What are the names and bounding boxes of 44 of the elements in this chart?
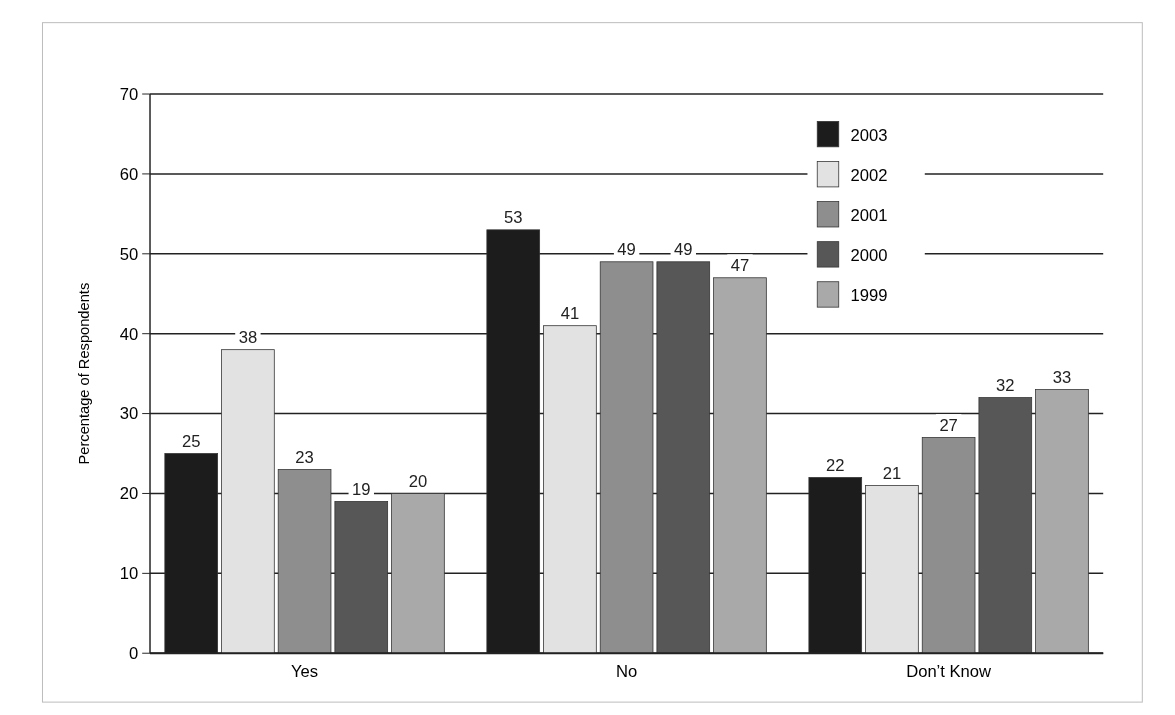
y-tick-label: 30 xyxy=(119,404,139,424)
legend-label: 1999 xyxy=(850,286,888,306)
y-tick-label: 20 xyxy=(119,484,139,504)
x-tick-label: No xyxy=(615,661,638,681)
data-label: 33 xyxy=(1052,367,1072,387)
legend-label: 2003 xyxy=(850,125,888,145)
data-label: 25 xyxy=(181,431,201,451)
data-label: 19 xyxy=(352,479,371,499)
data-label: 49 xyxy=(617,239,636,259)
bar xyxy=(656,261,711,654)
bar xyxy=(221,349,275,654)
data-label: 49 xyxy=(674,239,693,259)
y-tick-label: 40 xyxy=(119,324,139,344)
data-label: 22 xyxy=(826,455,845,475)
bar xyxy=(599,261,654,654)
x-tick-label: Yes xyxy=(291,661,319,681)
data-label: 41 xyxy=(560,303,580,323)
x-tick-label: Don’t Know xyxy=(906,661,993,681)
data-label: 23 xyxy=(295,447,314,467)
bar xyxy=(391,493,445,654)
data-label: 32 xyxy=(996,375,1015,395)
y-tick-label: 10 xyxy=(119,564,139,584)
y-tick-label: 60 xyxy=(119,164,139,184)
bar xyxy=(978,397,1033,654)
bar xyxy=(334,501,389,654)
y-tick-label: 70 xyxy=(119,84,139,104)
data-label: 47 xyxy=(730,255,750,275)
bar xyxy=(543,325,597,654)
y-tick-label: 0 xyxy=(129,644,139,664)
bar xyxy=(713,277,767,654)
y-axis-title: Percentage of Respondents xyxy=(76,282,93,465)
bar xyxy=(1035,389,1089,654)
data-label: 53 xyxy=(504,207,523,227)
legend-label: 2001 xyxy=(850,206,888,226)
bar xyxy=(865,485,919,654)
legend-label: 2002 xyxy=(850,166,888,186)
data-label: 38 xyxy=(238,327,258,347)
data-label: 21 xyxy=(882,463,902,483)
bar xyxy=(921,437,976,654)
bar xyxy=(277,469,332,654)
data-label: 27 xyxy=(939,415,958,435)
legend-label: 2000 xyxy=(850,246,888,266)
y-tick-label: 50 xyxy=(119,244,139,264)
data-label: 20 xyxy=(408,471,428,491)
